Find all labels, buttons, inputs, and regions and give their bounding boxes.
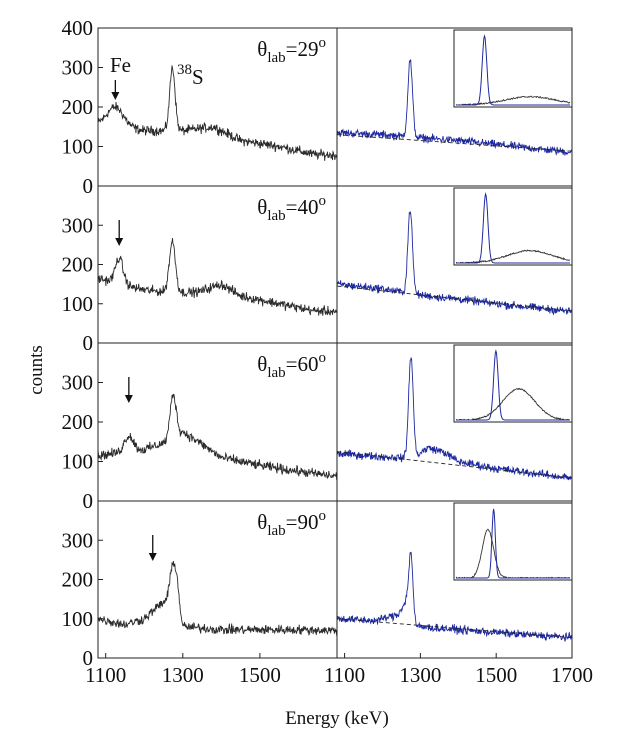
y-tick-label: 200 xyxy=(62,253,94,277)
inset-row1-right xyxy=(453,29,573,108)
y-tick-label: 300 xyxy=(62,371,94,395)
y-tick-label: 0 xyxy=(83,331,94,355)
angle-label-row2: θlab=40o xyxy=(257,193,326,224)
background-fit-row4-right xyxy=(336,618,573,639)
angle-label-row3: θlab=60o xyxy=(257,350,326,381)
y-tick-label: 300 xyxy=(62,528,94,552)
inset-broad-row3-right xyxy=(455,387,571,421)
inset-frame-row1-right xyxy=(453,29,573,108)
y-tick-label: 100 xyxy=(62,450,94,474)
panel-row1-right xyxy=(336,27,573,187)
panel-row3-right xyxy=(336,342,573,502)
sulfur-38-label: 38S xyxy=(177,62,204,89)
inset-broad-row2-right xyxy=(456,249,571,264)
y-tick-label: 400 xyxy=(62,16,94,40)
spectrum-trace-row4-right xyxy=(336,551,573,642)
panel-frame-row4-right xyxy=(336,500,573,659)
y-tick-label: 0 xyxy=(83,489,94,513)
y-tick-label: 200 xyxy=(62,410,94,434)
y-tick-label: 300 xyxy=(62,213,94,237)
inset-row2-right xyxy=(453,187,573,266)
x-tick-label: 1300 xyxy=(162,663,204,687)
arrowhead-row2-left xyxy=(115,238,124,246)
inset-frame-row4-right xyxy=(453,502,573,581)
y-tick-label: 200 xyxy=(62,95,94,119)
background-fit-row2-right xyxy=(336,285,573,312)
spectrum-trace-row1-left xyxy=(97,65,338,161)
arrowhead-row3-left xyxy=(124,395,133,403)
spectrum-trace-row2-right xyxy=(336,210,572,316)
background-fit-row1-right xyxy=(336,134,573,152)
y-tick-label: 300 xyxy=(62,56,94,80)
background-fit-row3-right xyxy=(336,451,573,479)
x-axis-title: Energy (keV) xyxy=(285,708,389,729)
inset-frame-row3-right xyxy=(453,344,573,423)
inset-narrow-row4-right xyxy=(456,508,570,579)
inset-row3-right xyxy=(453,344,573,423)
x-tick-label: 1500 xyxy=(239,663,281,687)
y-axis-title: counts xyxy=(26,345,47,395)
y-tick-label: 0 xyxy=(83,646,94,670)
x-tick-label: 1100 xyxy=(85,663,126,687)
arrowhead-row1-left xyxy=(111,92,120,100)
y-tick-label: 200 xyxy=(62,568,94,592)
inset-frame-row2-right xyxy=(453,187,573,266)
arrowhead-row4-left xyxy=(148,553,157,561)
panel-row2-right xyxy=(336,185,573,344)
y-tick-label: 100 xyxy=(62,607,94,631)
x-tick-label: 1100 xyxy=(324,663,365,687)
y-tick-label: 100 xyxy=(62,135,94,159)
y-tick-label: 100 xyxy=(62,292,94,316)
spectrum-trace-row1-right xyxy=(336,59,573,157)
spectrum-trace-row3-right xyxy=(336,357,573,481)
x-tick-label: 1500 xyxy=(475,663,517,687)
angle-label-row1: θlab=29o xyxy=(257,35,326,66)
fe-label: Fe xyxy=(110,53,131,77)
x-tick-label: 1700 xyxy=(551,663,593,687)
angle-label-row4: θlab=90o xyxy=(257,508,326,539)
panel-row4-right xyxy=(336,500,573,659)
inset-narrow-row2-right xyxy=(456,192,570,264)
spectrum-trace-row2-left xyxy=(97,238,338,316)
y-tick-label: 0 xyxy=(83,174,94,198)
x-tick-label: 1300 xyxy=(399,663,441,687)
inset-row4-right xyxy=(453,502,573,581)
spectrum-trace-row4-left xyxy=(97,560,338,636)
inset-narrow-row1-right xyxy=(456,34,570,106)
inset-narrow-row3-right xyxy=(456,349,570,421)
spectrum-trace-row3-left xyxy=(97,393,338,481)
